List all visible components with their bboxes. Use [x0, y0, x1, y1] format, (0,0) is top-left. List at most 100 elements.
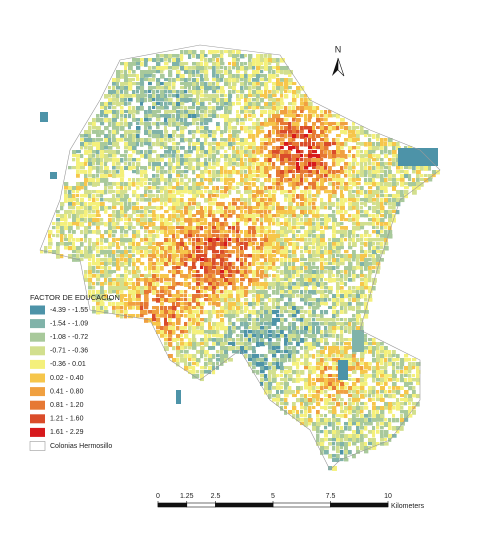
map-block — [180, 274, 185, 278]
map-block — [356, 326, 361, 331]
map-block — [128, 286, 132, 290]
map-block — [332, 374, 337, 378]
map-block — [160, 262, 165, 266]
map-block — [144, 58, 148, 63]
map-block — [248, 314, 252, 318]
map-block — [224, 82, 229, 87]
map-block — [196, 102, 201, 106]
map-block — [156, 242, 161, 247]
map-block — [232, 186, 236, 191]
map-block — [332, 434, 336, 439]
map-block — [356, 214, 360, 219]
map-block — [280, 118, 284, 123]
map-block — [312, 310, 316, 315]
map-block — [268, 142, 273, 146]
map-block — [360, 406, 364, 411]
map-block — [364, 182, 369, 186]
map-block — [356, 310, 361, 315]
map-block — [332, 302, 337, 307]
map-block — [212, 290, 216, 295]
map-block — [104, 186, 108, 191]
map-block — [260, 366, 265, 371]
map-block — [80, 138, 85, 142]
map-block — [352, 234, 356, 238]
map-block — [268, 214, 273, 219]
map-block — [260, 242, 264, 247]
map-block — [188, 234, 193, 238]
map-block — [116, 94, 120, 99]
map-block — [100, 202, 105, 207]
map-block — [88, 226, 92, 230]
map-block — [248, 218, 252, 222]
map-block — [144, 126, 148, 130]
map-block — [348, 418, 353, 422]
map-block — [264, 282, 269, 287]
map-block — [156, 78, 161, 83]
map-block — [172, 110, 177, 114]
map-block — [356, 410, 361, 415]
map-block — [264, 230, 269, 235]
map-block — [248, 154, 253, 159]
map-block — [92, 286, 96, 290]
map-block — [128, 238, 133, 243]
map-block — [272, 102, 276, 106]
map-block — [384, 366, 388, 370]
map-block — [348, 206, 353, 211]
map-block — [364, 258, 369, 263]
map-block — [240, 334, 244, 339]
map-block — [340, 390, 344, 394]
map-block — [380, 222, 384, 227]
map-block — [244, 310, 248, 314]
map-block — [308, 302, 313, 307]
map-block — [360, 250, 365, 254]
map-block — [140, 274, 144, 278]
map-block — [220, 342, 225, 347]
map-block — [100, 262, 105, 266]
map-block — [340, 302, 345, 307]
map-block — [292, 234, 296, 239]
map-block — [104, 110, 109, 115]
map-block — [252, 126, 257, 130]
map-block — [288, 374, 293, 378]
map-block — [252, 318, 257, 322]
map-block — [392, 402, 396, 406]
map-block — [96, 202, 101, 207]
map-block — [120, 306, 124, 310]
map-block — [284, 386, 288, 390]
map-block — [196, 362, 200, 367]
map-block — [244, 302, 248, 306]
map-block — [276, 286, 280, 291]
map-block — [108, 134, 112, 139]
map-block — [48, 238, 53, 242]
map-block — [312, 334, 317, 338]
map-block — [188, 322, 193, 327]
map-block — [144, 214, 148, 218]
map-block — [320, 138, 325, 142]
map-block — [176, 186, 181, 191]
map-block — [376, 270, 380, 274]
map-block — [240, 346, 245, 351]
map-block — [348, 214, 352, 218]
map-block — [328, 398, 332, 402]
map-block — [128, 122, 133, 126]
map-block — [232, 170, 237, 175]
map-block — [308, 254, 313, 259]
map-block — [228, 294, 233, 299]
map-block — [292, 122, 297, 127]
map-block — [136, 158, 141, 162]
map-block — [320, 262, 324, 267]
map-block — [112, 234, 116, 238]
map-block — [212, 70, 216, 75]
map-block — [156, 314, 161, 318]
map-block — [112, 302, 116, 307]
map-block — [72, 186, 77, 191]
map-block — [332, 246, 337, 250]
map-block — [212, 78, 217, 82]
map-block — [136, 150, 141, 155]
map-block — [188, 238, 192, 242]
map-block — [360, 414, 364, 419]
map-block — [352, 266, 357, 271]
map-block — [112, 194, 116, 199]
map-block — [264, 210, 268, 215]
map-block — [188, 90, 193, 94]
